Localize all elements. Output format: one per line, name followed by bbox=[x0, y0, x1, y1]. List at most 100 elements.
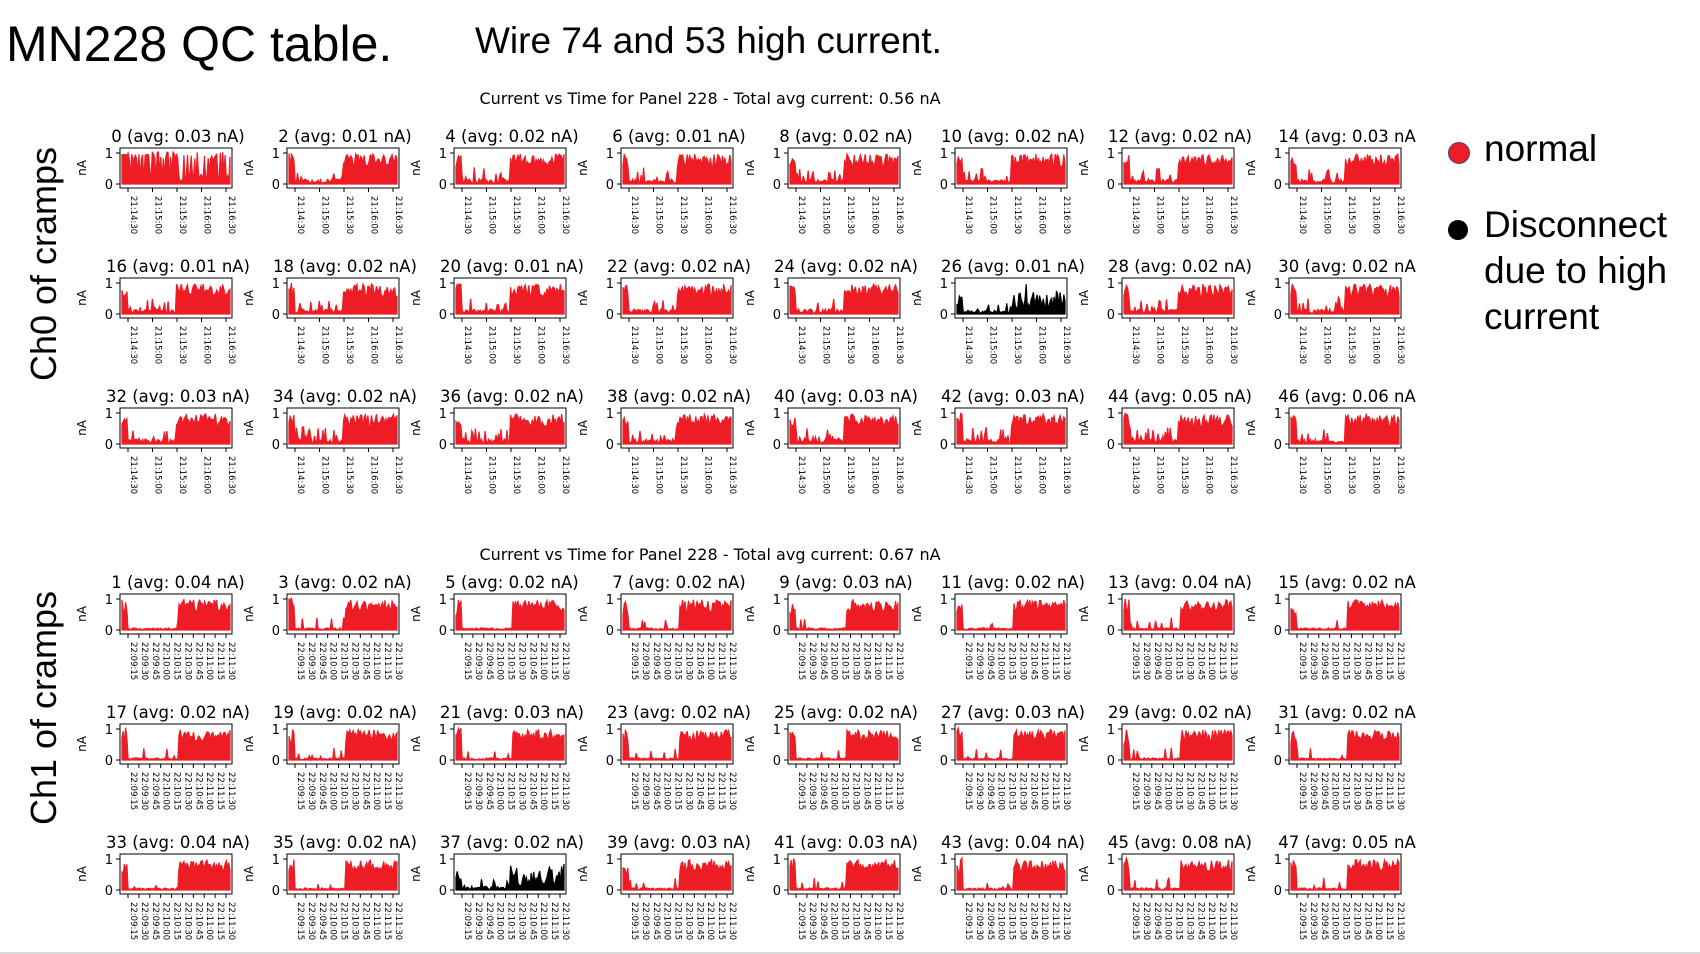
x-tick-label: 22:10:45 bbox=[1362, 772, 1372, 810]
panel-34: 34 (avg: 0.02 nA)1 0 nA 21:14:30 21:15:00 21:… bbox=[242, 387, 417, 494]
y-tick-label: 1 bbox=[1274, 407, 1282, 422]
panel-title: 7 (avg: 0.02 nA) bbox=[612, 573, 746, 592]
x-tick-label: 21:15:00 bbox=[654, 456, 664, 494]
plot-frame bbox=[1288, 277, 1402, 319]
y-tick-label: 1 bbox=[272, 277, 280, 292]
plot-frame bbox=[119, 407, 233, 449]
panel-title: 18 (avg: 0.02 nA) bbox=[273, 257, 417, 276]
x-tick-label: 22:10:30 bbox=[1351, 902, 1361, 940]
x-tick-label: 21:15:00 bbox=[487, 196, 497, 234]
x-tick-label: 22:10:45 bbox=[360, 902, 370, 940]
panel-title: 17 (avg: 0.02 nA) bbox=[106, 703, 250, 722]
plot-frame bbox=[1288, 853, 1402, 895]
panel-7: 7 (avg: 0.02 nA)1 0 nA 22:09:15 22:09:30 22:0… bbox=[576, 573, 746, 680]
x-tick-label: 22:10:30 bbox=[349, 642, 359, 680]
y-tick-label: 0 bbox=[606, 308, 614, 323]
y-tick-label: 0 bbox=[439, 624, 447, 639]
x-tick-label: 22:09:15 bbox=[1130, 902, 1140, 940]
x-tick-label: 22:09:30 bbox=[807, 642, 817, 680]
y-tick-label: 0 bbox=[940, 884, 948, 899]
signal-series bbox=[622, 728, 732, 761]
x-tick-label: 21:14:30 bbox=[1130, 456, 1140, 494]
y-tick-label: 0 bbox=[1274, 754, 1282, 769]
y-tick-label: 0 bbox=[773, 438, 781, 453]
y-tick-label: 1 bbox=[940, 147, 948, 162]
plot-frame bbox=[1288, 147, 1402, 189]
x-tick-label: 22:10:45 bbox=[360, 772, 370, 810]
x-tick-label: 22:10:45 bbox=[1195, 902, 1205, 940]
x-tick-label: 22:11:15 bbox=[215, 772, 225, 810]
y-tick-label: 1 bbox=[1274, 723, 1282, 738]
x-tick-label: 21:16:30 bbox=[393, 326, 403, 364]
y-axis-label: nA bbox=[242, 735, 256, 752]
panel-44: 44 (avg: 0.05 nA)1 0 nA 21:14:30 21:15:00 21:… bbox=[1077, 387, 1252, 494]
panel-title: 42 (avg: 0.03 nA) bbox=[941, 387, 1085, 406]
panel-title: 46 (avg: 0.06 nA bbox=[1278, 387, 1416, 406]
plot-frame bbox=[954, 723, 1068, 765]
panel-3: 3 (avg: 0.02 nA)1 0 nA 22:09:15 22:09:30 22:0… bbox=[242, 573, 412, 680]
x-tick-label: 21:15:00 bbox=[1155, 326, 1165, 364]
y-tick-label: 1 bbox=[272, 723, 280, 738]
x-tick-label: 22:11:00 bbox=[204, 642, 214, 680]
y-tick-label: 0 bbox=[606, 438, 614, 453]
x-tick-label: 22:10:00 bbox=[1163, 642, 1173, 680]
x-tick-label: 22:10:30 bbox=[349, 902, 359, 940]
y-tick-label: 0 bbox=[1107, 308, 1115, 323]
x-tick-label: 21:15:30 bbox=[678, 196, 688, 234]
panel-4: 4 (avg: 0.02 nA)1 0 nA 21:14:30 21:15:00 21:1… bbox=[409, 127, 579, 234]
x-tick-label: 21:15:30 bbox=[511, 196, 521, 234]
panel-title: 25 (avg: 0.02 nA) bbox=[774, 703, 918, 722]
y-tick-label: 1 bbox=[272, 853, 280, 868]
plot-frame bbox=[1121, 593, 1235, 635]
x-tick-label: 22:09:30 bbox=[306, 902, 316, 940]
panel-title: 22 (avg: 0.02 nA) bbox=[607, 257, 751, 276]
x-tick-label: 22:10:00 bbox=[161, 902, 171, 940]
x-tick-label: 22:10:30 bbox=[1017, 642, 1027, 680]
signal-series bbox=[455, 282, 565, 315]
x-tick-label: 22:11:15 bbox=[382, 902, 392, 940]
x-tick-label: 21:16:00 bbox=[1371, 456, 1381, 494]
y-tick-label: 1 bbox=[773, 407, 781, 422]
x-tick-label: 22:10:45 bbox=[861, 772, 871, 810]
x-tick-label: 22:11:30 bbox=[727, 772, 737, 810]
y-tick-label: 0 bbox=[439, 438, 447, 453]
x-tick-label: 22:11:15 bbox=[1050, 772, 1060, 810]
y-tick-label: 1 bbox=[105, 853, 113, 868]
x-tick-label: 22:11:15 bbox=[215, 642, 225, 680]
x-tick-label: 22:11:00 bbox=[1373, 772, 1383, 810]
x-tick-label: 22:09:45 bbox=[1152, 902, 1162, 940]
x-tick-label: 21:14:30 bbox=[462, 326, 472, 364]
x-tick-label: 22:11:15 bbox=[549, 772, 559, 810]
plot-frame bbox=[119, 593, 233, 635]
x-tick-label: 22:11:15 bbox=[382, 772, 392, 810]
x-tick-label: 22:11:15 bbox=[716, 642, 726, 680]
panel-title: 33 (avg: 0.04 nA) bbox=[106, 833, 250, 852]
signal-series bbox=[288, 282, 398, 315]
x-tick-label: 21:14:30 bbox=[128, 456, 138, 494]
x-tick-label: 22:11:30 bbox=[560, 642, 570, 680]
signal-series bbox=[1123, 728, 1233, 762]
x-tick-label: 22:09:30 bbox=[974, 902, 984, 940]
panel-0: 0 (avg: 0.03 nA)1 0 nA 21:14:30 21:15:00 21:1… bbox=[75, 127, 245, 234]
x-tick-label: 22:11:00 bbox=[1373, 642, 1383, 680]
y-axis-label: nA bbox=[743, 735, 757, 752]
x-tick-label: 22:09:45 bbox=[651, 772, 661, 810]
x-tick-label: 22:11:15 bbox=[883, 902, 893, 940]
panel-1: 1 (avg: 0.04 nA)1 0 nA 22:09:15 22:09:30 22:0… bbox=[75, 573, 245, 680]
y-tick-label: 0 bbox=[105, 178, 113, 193]
plot-frame bbox=[620, 593, 734, 635]
x-tick-label: 22:09:30 bbox=[473, 772, 483, 810]
y-tick-label: 0 bbox=[1274, 884, 1282, 899]
signal-series bbox=[1290, 728, 1400, 761]
x-tick-label: 22:09:30 bbox=[974, 772, 984, 810]
x-tick-label: 21:15:00 bbox=[153, 326, 163, 364]
x-tick-label: 21:15:00 bbox=[320, 326, 330, 364]
x-tick-label: 22:09:45 bbox=[651, 642, 661, 680]
x-tick-label: 22:10:30 bbox=[182, 772, 192, 810]
panel-title: 34 (avg: 0.02 nA) bbox=[273, 387, 417, 406]
y-tick-label: 0 bbox=[272, 178, 280, 193]
x-tick-label: 22:10:45 bbox=[1028, 902, 1038, 940]
